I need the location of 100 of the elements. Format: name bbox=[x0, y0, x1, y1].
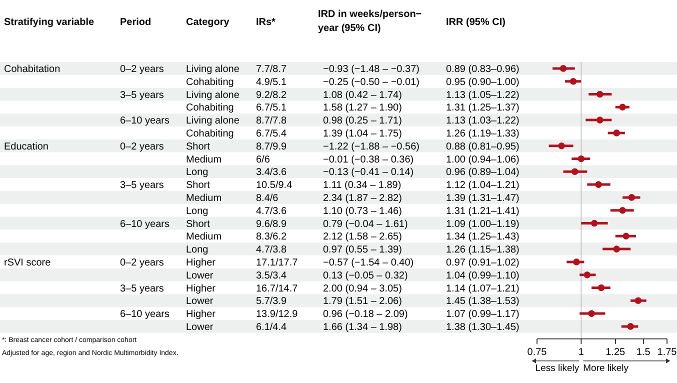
category-label: Stratifying variable bbox=[4, 17, 94, 28]
category-label: IRD in weeks/person−year (95% CI) bbox=[318, 9, 422, 34]
x-tick-label: 1.25 bbox=[606, 346, 626, 358]
text: 0–2 years bbox=[120, 141, 164, 152]
text: Cohabitation bbox=[4, 64, 60, 75]
text: 1.39 (1.31–1.47) bbox=[446, 192, 520, 204]
text: 1.08 (0.42 – 1.74) bbox=[323, 90, 402, 101]
text: 8.3/6.2 bbox=[256, 232, 287, 243]
category-label: IRs* bbox=[256, 17, 276, 28]
text: 3.4/3.6 bbox=[256, 167, 287, 178]
text: 0.98 (0.25 – 1.71) bbox=[323, 116, 402, 127]
category-label: Category bbox=[186, 17, 230, 28]
text: 10.5/9.4 bbox=[256, 180, 292, 192]
point bbox=[588, 310, 595, 317]
text: Lower bbox=[186, 270, 214, 282]
text: 13.9/12.9 bbox=[256, 309, 298, 320]
text: 0.97 (0.55 – 1.39) bbox=[323, 244, 402, 256]
text: 3.5/3.4 bbox=[256, 270, 287, 282]
point bbox=[619, 104, 626, 111]
text: Cohabiting bbox=[186, 76, 234, 88]
text: 1.13 (1.03–1.22) bbox=[446, 116, 520, 127]
text: Long bbox=[186, 244, 208, 256]
text: Living alone bbox=[186, 116, 240, 127]
text: 3–5 years bbox=[120, 283, 164, 294]
text: −0.93 (−1.48 – −0.37) bbox=[323, 64, 420, 75]
text: Higher bbox=[186, 283, 216, 294]
text: 4.7/3.6 bbox=[256, 206, 287, 217]
text: 6.1/4.4 bbox=[256, 322, 287, 333]
text: 16.7/14.7 bbox=[256, 283, 298, 294]
text: 0.95 (0.90–1.00) bbox=[446, 76, 520, 88]
text: 1.09 (1.00–1.19) bbox=[446, 218, 520, 230]
text: 8.7/7.8 bbox=[256, 116, 287, 127]
text: Long bbox=[186, 206, 208, 217]
point bbox=[619, 206, 626, 214]
text: 6.7/5.4 bbox=[256, 128, 287, 140]
point bbox=[622, 232, 630, 240]
text: −0.13 (−0.41 – 0.14) bbox=[323, 167, 414, 178]
text: Long bbox=[186, 167, 208, 178]
text: 1.45 (1.38–1.53) bbox=[446, 296, 520, 308]
point bbox=[628, 194, 636, 201]
text: Medium bbox=[186, 232, 222, 243]
text: Lower bbox=[186, 322, 214, 333]
text: 0.89 (0.83–0.96) bbox=[446, 64, 520, 75]
point bbox=[596, 90, 604, 98]
text: 1.58 (1.27 – 1.90) bbox=[323, 102, 402, 114]
text: 9.6/8.9 bbox=[256, 218, 287, 230]
point bbox=[613, 130, 620, 136]
text: 1.66 (1.34 – 1.98) bbox=[323, 322, 402, 333]
text: Short bbox=[186, 141, 210, 152]
text: 0.96 (0.89–1.04) bbox=[446, 167, 520, 178]
text: 0.96 (−0.18 – 2.09) bbox=[323, 309, 408, 320]
text: 4.9/5.1 bbox=[256, 76, 287, 88]
text: 2.34 (1.87 – 2.82) bbox=[323, 192, 402, 204]
text: Education bbox=[4, 141, 48, 152]
point bbox=[613, 246, 620, 252]
text: 6.7/5.1 bbox=[256, 102, 287, 114]
text: 0–2 years bbox=[120, 257, 164, 268]
text: 3–5 years bbox=[120, 180, 164, 192]
text: 2.00 (0.94 – 3.05) bbox=[323, 283, 402, 294]
text: 1.10 (0.73 – 1.46) bbox=[323, 206, 402, 217]
text: 1.31 (1.25–1.37) bbox=[446, 102, 520, 114]
text: Cohabiting bbox=[186, 128, 234, 140]
text: 1.79 (1.51 – 2.06) bbox=[323, 296, 402, 308]
text: −1.22 (−1.88 – −0.56) bbox=[323, 141, 420, 152]
text: 1.31 (1.21–1.41) bbox=[446, 206, 520, 217]
text: Cohabiting bbox=[186, 102, 234, 114]
text: 0.79 (−0.04 – 1.61) bbox=[323, 218, 408, 230]
text: 6/6 bbox=[256, 154, 270, 166]
x-tick-label: 0.75 bbox=[527, 346, 548, 358]
text: −0.57 (−1.54 – 0.40) bbox=[323, 257, 414, 268]
text: Living alone bbox=[186, 90, 240, 101]
text: 0.97 (0.91–1.02) bbox=[446, 257, 520, 268]
text: 1.26 (1.19–1.33) bbox=[446, 128, 520, 140]
text: 1.38 (1.30–1.45) bbox=[446, 322, 520, 333]
point bbox=[590, 220, 598, 227]
text: 2.12 (1.58 – 2.65) bbox=[323, 232, 402, 243]
text: Living alone bbox=[186, 64, 240, 75]
text: More likely bbox=[583, 362, 629, 374]
text: −0.25 (−0.50 – −0.01) bbox=[323, 76, 420, 88]
text: 1.00 (0.94–1.06) bbox=[446, 154, 520, 166]
text: 9.2/8.2 bbox=[256, 90, 287, 101]
text: 7.7/8.7 bbox=[256, 64, 287, 75]
text: Short bbox=[186, 180, 210, 192]
text: 6–10 years bbox=[120, 218, 170, 230]
text: Medium bbox=[186, 192, 222, 204]
point bbox=[596, 116, 604, 124]
text: 8.4/6 bbox=[256, 192, 278, 204]
text: −0.01 (−0.38 – 0.36) bbox=[323, 154, 414, 166]
text: 1.12 (1.04–1.21) bbox=[446, 180, 520, 192]
point bbox=[595, 181, 602, 188]
x-tick-label: 1.75 bbox=[657, 346, 677, 358]
text: 6–10 years bbox=[120, 309, 170, 320]
point bbox=[627, 323, 634, 330]
text: Medium bbox=[186, 154, 222, 166]
text: rSVI score bbox=[4, 257, 51, 268]
text: Higher bbox=[186, 309, 216, 320]
text: 1.13 (1.05–1.22) bbox=[446, 90, 520, 101]
text: 1.11 (0.34 – 1.89) bbox=[323, 180, 402, 192]
text: 6–10 years bbox=[120, 116, 170, 127]
text: 4.7/3.8 bbox=[256, 244, 287, 256]
